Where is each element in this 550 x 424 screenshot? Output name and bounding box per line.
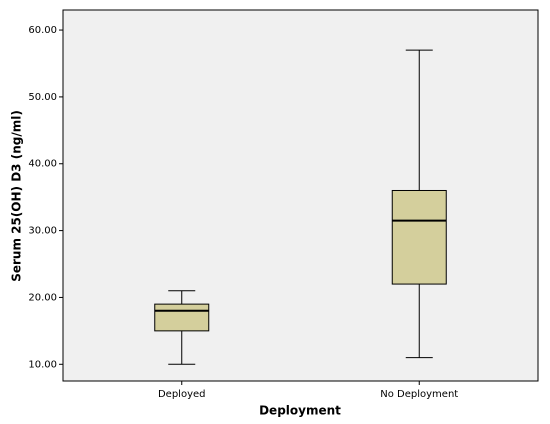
plot-area [62,9,539,382]
box [391,189,447,285]
y-tick-label: 60.00 [28,25,57,36]
y-tick-label: 40.00 [28,159,57,170]
y-tick-label: 20.00 [28,292,57,303]
y-tick-label: 30.00 [28,226,57,237]
x-tick-label: No Deployment [380,389,458,400]
y-axis-title: Serum 25(OH) D3 (ng/ml) [10,110,24,282]
x-tick-label: Deployed [158,389,206,400]
x-axis-title: Deployment [259,404,341,418]
box [154,303,210,332]
y-tick-label: 50.00 [28,92,57,103]
y-tick-label: 10.00 [28,359,57,370]
